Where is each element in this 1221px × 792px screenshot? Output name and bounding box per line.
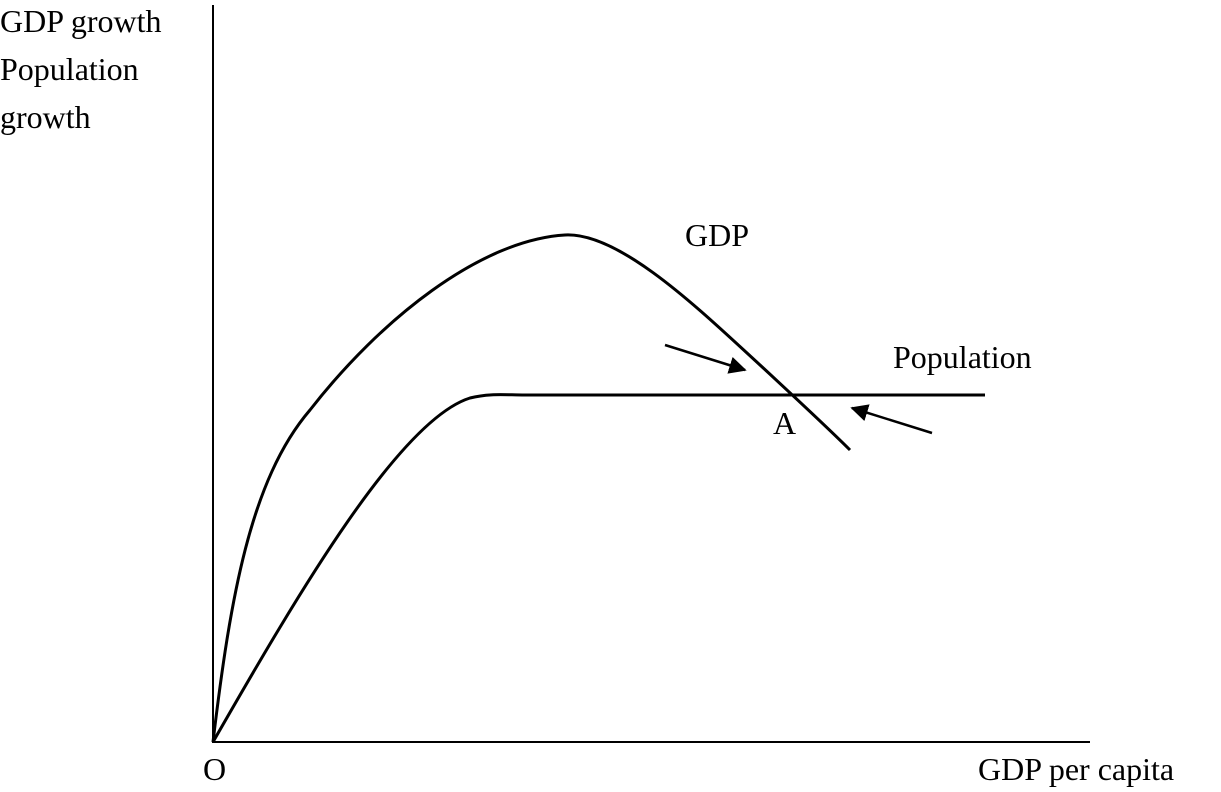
arrow xyxy=(850,404,933,435)
origin-label: O xyxy=(203,751,226,787)
point-label: A xyxy=(773,405,796,441)
arrow xyxy=(664,343,747,374)
curve-label: GDP xyxy=(685,217,749,253)
x-axis-label: GDP per capita xyxy=(978,751,1174,787)
gdp-curve xyxy=(211,233,852,743)
y-axis-label: growth xyxy=(0,99,91,135)
population-curve xyxy=(211,393,985,743)
curve-label: Population xyxy=(893,339,1032,375)
y-axis-label: GDP growth xyxy=(0,3,161,39)
y-axis-label: Population xyxy=(0,51,139,87)
